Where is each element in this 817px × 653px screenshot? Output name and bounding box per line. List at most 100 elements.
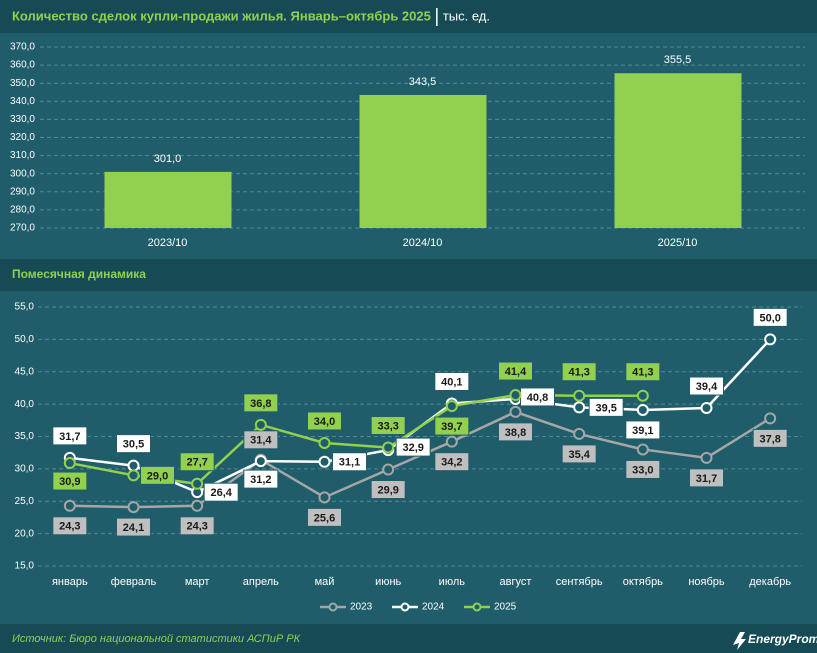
label-box bbox=[752, 307, 788, 327]
label-box bbox=[307, 507, 342, 527]
point bbox=[254, 455, 267, 468]
value-label: 39,1 bbox=[632, 425, 653, 437]
y-tick-label: 55,0 bbox=[15, 302, 35, 313]
x-tick-label: март bbox=[185, 576, 210, 588]
x-tick-label: январь bbox=[52, 576, 88, 588]
point bbox=[764, 412, 777, 425]
value-label: 39,5 bbox=[595, 402, 616, 414]
value-label: 32,9 bbox=[402, 442, 423, 454]
label-box bbox=[307, 411, 342, 431]
label-box bbox=[588, 397, 624, 417]
x-tick-label: февраль bbox=[111, 576, 157, 588]
x-tick-label: сентябрь bbox=[556, 576, 603, 588]
point bbox=[445, 435, 458, 448]
point bbox=[318, 436, 331, 449]
legend-marker bbox=[400, 602, 410, 612]
x-tick-label: 2025/10 bbox=[658, 237, 698, 249]
value-label: 355,5 bbox=[664, 54, 692, 66]
label-box bbox=[434, 452, 470, 472]
value-label: 33,0 bbox=[632, 464, 653, 476]
label-box bbox=[179, 516, 215, 536]
x-tick-label: 2023/10 bbox=[148, 237, 188, 249]
chart-title: Помесячная динамика bbox=[12, 267, 146, 281]
value-label: 24,3 bbox=[186, 521, 207, 533]
title: Количество сделок купли-продажи жилья. Я… bbox=[12, 8, 431, 23]
label-box bbox=[498, 361, 533, 381]
x-tick-label: май bbox=[315, 576, 335, 588]
value-label: 37,8 bbox=[759, 433, 780, 445]
y-tick-label: 25,0 bbox=[15, 496, 35, 507]
point bbox=[127, 469, 140, 482]
y-tick-label: 360,0 bbox=[10, 60, 35, 71]
y-tick-label: 30,0 bbox=[15, 464, 35, 475]
label-box bbox=[370, 416, 406, 436]
value-label: 41,4 bbox=[505, 366, 527, 378]
label-box bbox=[561, 444, 597, 464]
value-label: 50,0 bbox=[759, 312, 780, 324]
point bbox=[127, 459, 140, 472]
label-box bbox=[625, 362, 661, 382]
source: Источник: Бюро национальной статистики А… bbox=[12, 633, 301, 645]
value-label: 41,3 bbox=[632, 367, 653, 379]
label-box bbox=[625, 459, 661, 479]
point bbox=[573, 389, 586, 402]
label-box bbox=[689, 376, 724, 396]
value-label: 25,6 bbox=[314, 512, 335, 524]
x-tick-label: апрель bbox=[243, 576, 279, 588]
y-tick-label: 40,0 bbox=[15, 399, 35, 410]
point bbox=[318, 455, 331, 468]
value-label: 35,4 bbox=[568, 449, 590, 461]
point bbox=[700, 402, 713, 415]
legend-marker bbox=[328, 602, 338, 612]
value-label: 36,8 bbox=[250, 398, 271, 410]
value-label: 24,1 bbox=[123, 522, 144, 534]
legend-label: 2025 bbox=[494, 602, 517, 613]
value-label: 31,7 bbox=[696, 473, 717, 485]
point bbox=[318, 491, 331, 504]
y-tick-label: 270,0 bbox=[10, 223, 35, 234]
value-label: 41,3 bbox=[568, 367, 589, 379]
x-tick-label: июль bbox=[439, 576, 466, 588]
logo: EnergyProm bbox=[748, 632, 817, 646]
bar bbox=[359, 94, 487, 228]
label-box bbox=[625, 420, 661, 440]
bar bbox=[104, 171, 232, 228]
value-label: 40,8 bbox=[527, 392, 548, 404]
y-tick-label: 300,0 bbox=[10, 168, 35, 179]
value-label: 27,7 bbox=[186, 457, 207, 469]
y-tick-label: 370,0 bbox=[10, 42, 35, 53]
value-label: 39,7 bbox=[441, 421, 462, 433]
value-label: 38,8 bbox=[505, 427, 526, 439]
y-tick-label: 290,0 bbox=[10, 186, 35, 197]
label-box bbox=[52, 471, 88, 491]
point bbox=[382, 441, 395, 454]
value-label: 34,0 bbox=[314, 416, 335, 428]
label-box bbox=[498, 422, 533, 442]
label-box bbox=[689, 468, 724, 488]
label-box bbox=[434, 371, 470, 391]
x-tick-label: ноябрь bbox=[688, 576, 725, 588]
value-label: 343,5 bbox=[409, 76, 437, 88]
label-box bbox=[395, 437, 431, 457]
y-tick-label: 310,0 bbox=[10, 150, 35, 161]
label-box bbox=[52, 426, 88, 446]
bar bbox=[614, 73, 742, 229]
y-tick-label: 340,0 bbox=[10, 96, 35, 107]
label-box bbox=[243, 393, 279, 413]
y-tick-label: 20,0 bbox=[15, 528, 35, 539]
value-label: 31,1 bbox=[339, 457, 360, 469]
value-label: 26,4 bbox=[210, 487, 232, 499]
y-tick-label: 15,0 bbox=[15, 561, 35, 572]
value-label: 39,4 bbox=[696, 381, 718, 393]
y-tick-label: 280,0 bbox=[10, 205, 35, 216]
label-box bbox=[179, 452, 215, 472]
label-box bbox=[52, 516, 88, 536]
y-tick-label: 320,0 bbox=[10, 132, 35, 143]
y-tick-label: 35,0 bbox=[15, 431, 35, 442]
point bbox=[254, 418, 267, 431]
label-box bbox=[752, 428, 788, 448]
point bbox=[636, 403, 649, 416]
label-box bbox=[243, 469, 279, 489]
value-label: 29,9 bbox=[377, 484, 398, 496]
label-box bbox=[203, 482, 239, 502]
